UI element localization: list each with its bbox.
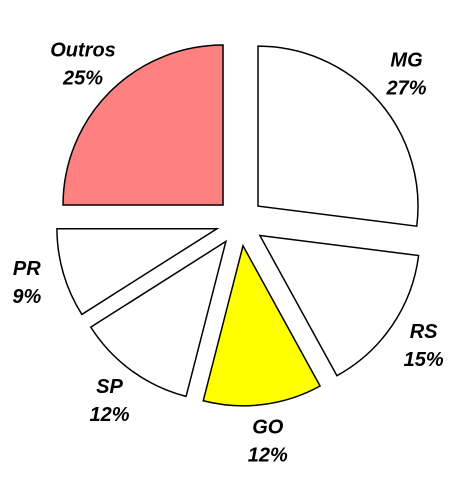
slice-label: MG: [390, 49, 422, 71]
pie-slice: [56, 227, 220, 316]
slice-label: Outros: [50, 39, 116, 61]
slice-value-label: 12%: [248, 445, 288, 467]
slice-label: RS: [410, 321, 438, 343]
slice-value-label: 9%: [12, 286, 41, 308]
slice-value-label: 27%: [386, 77, 427, 99]
slice-value-label: 15%: [404, 349, 444, 371]
slice-value-label: 12%: [89, 404, 129, 426]
pie-slice: [62, 44, 224, 206]
slice-label: SP: [96, 376, 123, 398]
pie-slice: [257, 45, 419, 228]
slice-value-label: 25%: [62, 67, 103, 89]
pie-slice: [202, 243, 322, 407]
pie-slice: [89, 239, 228, 398]
pie-slice: [258, 234, 420, 377]
slice-label: GO: [252, 417, 284, 439]
slice-label: PR: [13, 258, 41, 280]
